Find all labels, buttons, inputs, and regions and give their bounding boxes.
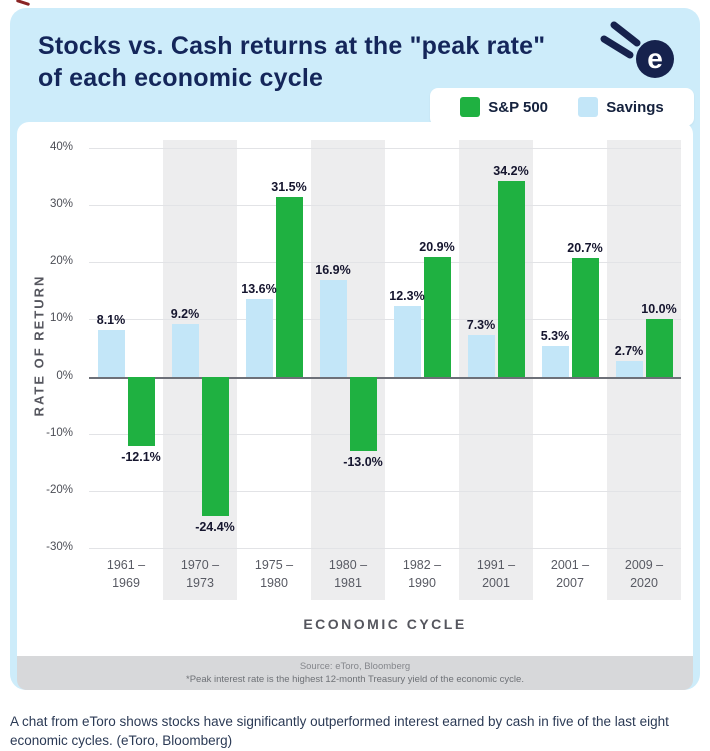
bar-value-label: 20.7% bbox=[567, 241, 603, 256]
plot-area: 8.1% 9.2% 13.6% 16.9% 12.3% 7.3% 5.3% 2.7% -12.1… bbox=[89, 148, 681, 549]
image-caption: A chat from eToro shows stocks have sign… bbox=[10, 713, 669, 749]
savings-swatch-icon bbox=[578, 97, 599, 117]
bar-sp500 bbox=[571, 258, 599, 377]
y-axis-ticks: 40% 30% 20% 10% 0% -10% -20% -30% bbox=[17, 141, 81, 553]
bar-value-label: 34.2% bbox=[493, 164, 529, 179]
gridline bbox=[89, 490, 681, 492]
bar-savings bbox=[393, 306, 421, 377]
x-axis-ticks: 1961 –1969 1970 –1973 1975 –1980 1980 –1981… bbox=[89, 556, 681, 600]
x-tick-label: 1980 –1981 bbox=[328, 558, 368, 590]
bar-value-label: 5.3% bbox=[540, 329, 570, 344]
y-tick-label: 40% bbox=[49, 141, 73, 153]
etoro-logo-icon: e bbox=[600, 21, 674, 78]
bar-savings bbox=[245, 298, 273, 377]
legend: S&P 500 Savings bbox=[430, 88, 694, 126]
bar-value-label: 8.1% bbox=[96, 313, 126, 328]
chart-title-line1: Stocks vs. Cash returns at the "peak rat… bbox=[38, 32, 546, 60]
bar-value-label: 20.9% bbox=[419, 240, 455, 255]
x-tick-label: 2009 –2020 bbox=[624, 558, 664, 590]
bar-sp500 bbox=[423, 257, 451, 377]
bar-savings bbox=[319, 280, 347, 377]
bar-sp500 bbox=[349, 376, 377, 451]
etoro-logo-letter: e bbox=[647, 43, 663, 74]
y-tick-label: 10% bbox=[49, 312, 73, 325]
gridline bbox=[89, 262, 681, 264]
bar-value-label: 16.9% bbox=[315, 263, 351, 277]
plot-panel: RATE OF RETURN 40% 30% 20% 10% 0% -10% -20% -30… bbox=[17, 122, 693, 656]
footer-band: Source: eToro, Bloomberg *Peak interest … bbox=[17, 656, 693, 690]
bar-value-label: 31.5% bbox=[271, 179, 307, 194]
source-text: Source: eToro, Bloomberg bbox=[299, 661, 411, 672]
bar-sp500 bbox=[645, 319, 673, 377]
legend-item-savings: Savings bbox=[578, 97, 664, 117]
legend-label-savings: Savings bbox=[606, 98, 664, 116]
bar-savings bbox=[171, 324, 199, 377]
zero-line bbox=[89, 376, 681, 379]
bar-value-label: 2.7% bbox=[614, 344, 644, 359]
y-tick-label: -30% bbox=[46, 541, 73, 553]
gridline bbox=[89, 205, 681, 207]
x-axis-title: ECONOMIC CYCLE bbox=[303, 616, 467, 632]
gridline bbox=[89, 148, 681, 149]
x-tick-label: 1970 –1973 bbox=[180, 558, 220, 590]
bar-value-label: 9.2% bbox=[170, 307, 200, 321]
bar-savings bbox=[541, 346, 569, 377]
cropped-artifact bbox=[15, 0, 31, 7]
x-tick-label: 1961 –1969 bbox=[106, 558, 146, 590]
x-tick-label: 1991 –2001 bbox=[476, 558, 516, 590]
chart-title: Stocks vs. Cash returns at the "peak rat… bbox=[38, 30, 545, 94]
legend-item-sp500: S&P 500 bbox=[460, 97, 548, 117]
bar-value-label: 13.6% bbox=[241, 281, 277, 296]
bar-sp500 bbox=[497, 181, 525, 377]
bar-sp500 bbox=[201, 376, 229, 516]
bar-value-label: -13.0% bbox=[343, 454, 383, 469]
y-tick-label: 30% bbox=[49, 198, 73, 211]
gridline bbox=[89, 548, 681, 549]
bar-savings bbox=[467, 334, 495, 377]
chart-card: Stocks vs. Cash returns at the "peak rat… bbox=[10, 8, 700, 690]
legend-label-sp500: S&P 500 bbox=[488, 98, 548, 116]
gridline bbox=[89, 319, 681, 321]
sp500-swatch-icon bbox=[460, 97, 481, 117]
x-tick-label: 1982 –1990 bbox=[402, 558, 442, 590]
bar-savings bbox=[97, 330, 125, 377]
y-tick-label: -20% bbox=[46, 483, 73, 496]
bar-value-label: 10.0% bbox=[641, 302, 677, 317]
chart-title-line2: of each economic cycle bbox=[38, 64, 324, 92]
bar-sp500 bbox=[275, 196, 303, 377]
bar-savings bbox=[615, 361, 643, 377]
y-tick-label: 0% bbox=[56, 369, 73, 382]
bar-value-label: 12.3% bbox=[389, 289, 425, 304]
etoro-logo: e bbox=[598, 18, 684, 89]
bar-value-label: -24.4% bbox=[195, 520, 235, 534]
bar-sp500 bbox=[127, 376, 155, 446]
y-tick-label: 20% bbox=[49, 255, 73, 268]
footnote-text: *Peak interest rate is the highest 12-mo… bbox=[186, 674, 524, 685]
x-tick-label: 1975 –1980 bbox=[254, 558, 294, 590]
x-tick-label: 2001 –2007 bbox=[550, 558, 590, 590]
gridline bbox=[89, 433, 681, 435]
y-tick-label: -10% bbox=[46, 426, 73, 439]
bar-value-label: -12.1% bbox=[121, 449, 161, 464]
bar-value-label: 7.3% bbox=[466, 317, 496, 332]
